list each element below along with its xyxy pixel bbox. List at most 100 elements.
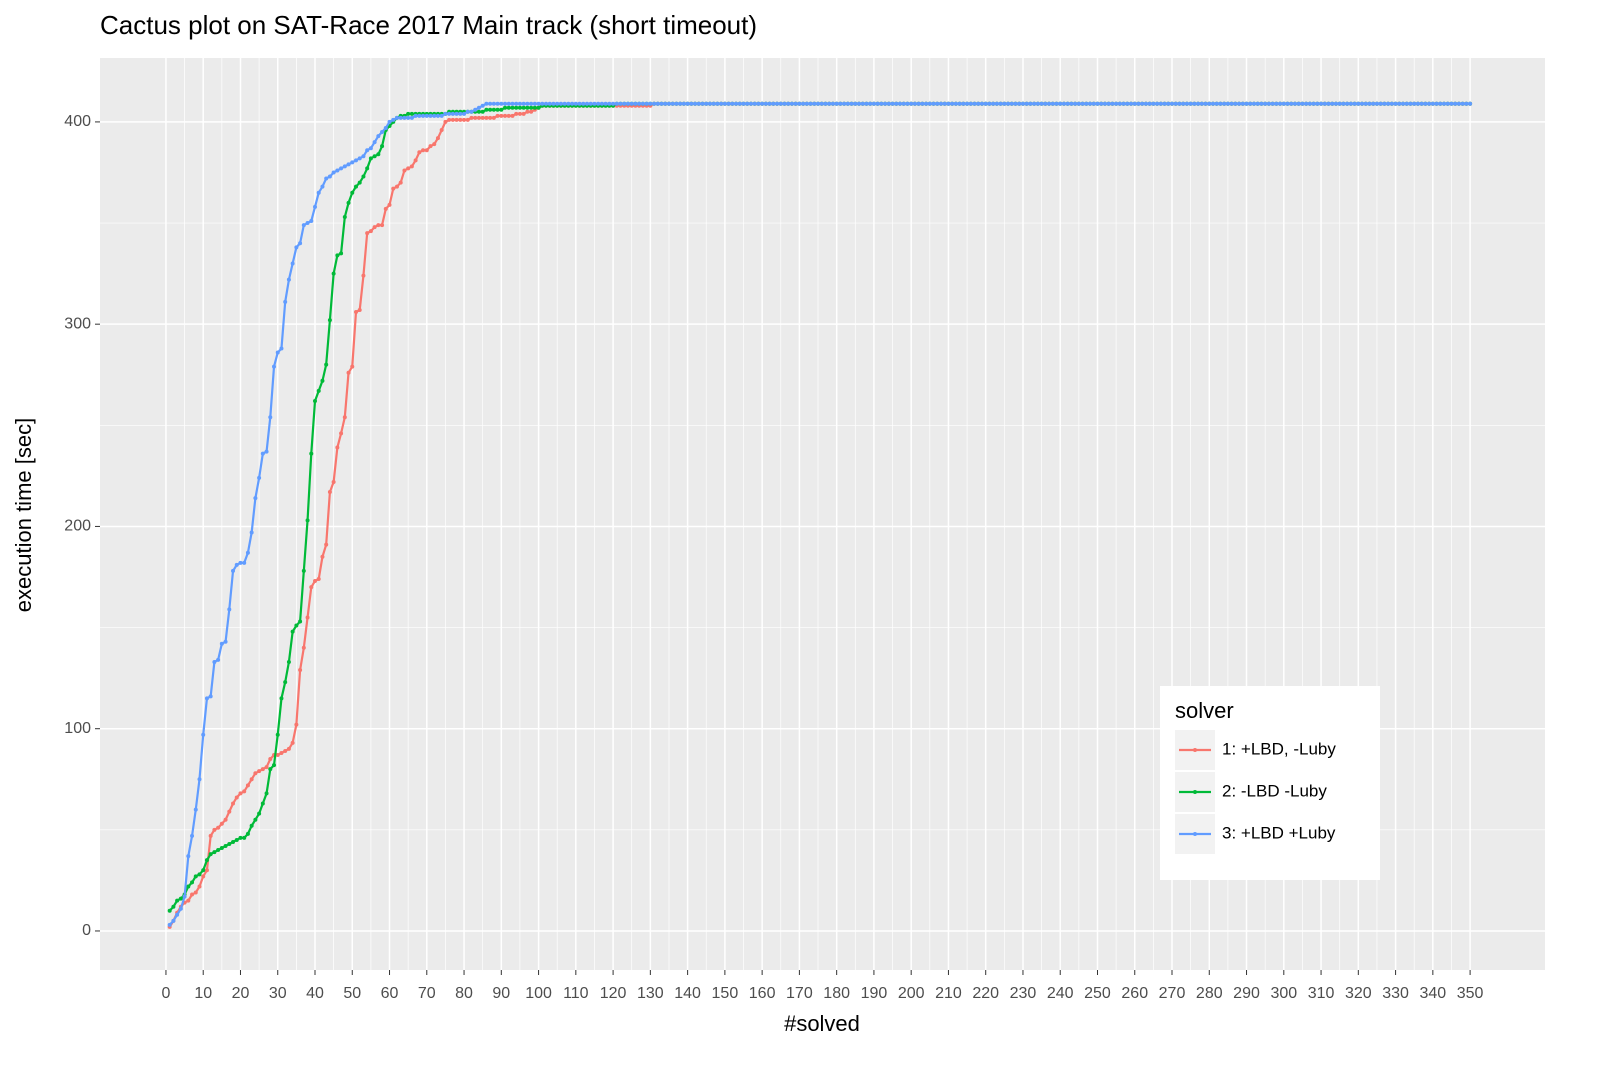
- x-tick-label: 280: [1196, 985, 1223, 1002]
- series-point: [391, 117, 396, 122]
- series-point: [353, 158, 358, 163]
- series-point: [834, 101, 839, 106]
- series-point: [983, 101, 988, 106]
- series-point: [1449, 101, 1454, 106]
- series-point: [1147, 101, 1152, 106]
- series-point: [428, 144, 433, 149]
- series-point: [1117, 101, 1122, 106]
- series-point: [916, 101, 921, 106]
- series-point: [476, 115, 481, 120]
- series-point: [950, 101, 955, 106]
- series-point: [1188, 101, 1193, 106]
- series-point: [1143, 101, 1148, 106]
- series-point: [190, 880, 195, 885]
- series-point: [864, 101, 869, 106]
- series-point: [480, 109, 485, 114]
- series-point: [741, 101, 746, 106]
- series-point: [435, 113, 440, 118]
- series-point: [1348, 101, 1353, 106]
- series-point: [1158, 101, 1163, 106]
- series-point: [357, 180, 362, 185]
- series-point: [346, 162, 351, 167]
- series-point: [316, 388, 321, 393]
- x-tick-label: 90: [492, 985, 510, 1002]
- series-point: [830, 101, 835, 106]
- series-point: [700, 101, 705, 106]
- series-point: [249, 777, 254, 782]
- series-point: [1233, 101, 1238, 106]
- series-point: [1266, 101, 1271, 106]
- series-point: [167, 922, 172, 927]
- series-point: [1222, 101, 1227, 106]
- series-point: [752, 101, 757, 106]
- series-point: [1032, 101, 1037, 106]
- series-point: [290, 740, 295, 745]
- series-point: [186, 854, 191, 859]
- series-point: [421, 148, 426, 153]
- series-point: [361, 273, 366, 278]
- series-point: [525, 105, 530, 110]
- series-point: [435, 136, 440, 141]
- series-point: [536, 101, 541, 106]
- series-point: [737, 101, 742, 106]
- series-point: [547, 101, 552, 106]
- series-point: [462, 117, 467, 122]
- series-point: [234, 837, 239, 842]
- series-point: [368, 156, 373, 161]
- series-point: [1453, 101, 1458, 106]
- series-point: [253, 817, 258, 822]
- legend-key-point: [1193, 832, 1197, 836]
- series-point: [1337, 101, 1342, 106]
- series-point: [242, 560, 247, 565]
- x-tick-label: 130: [637, 985, 664, 1002]
- series-point: [1043, 101, 1048, 106]
- series-point: [618, 101, 623, 106]
- series-point: [264, 791, 269, 796]
- series-point: [678, 101, 683, 106]
- series-point: [625, 101, 630, 106]
- series-point: [562, 101, 567, 106]
- series-point: [260, 451, 265, 456]
- series-point: [1211, 101, 1216, 106]
- series-point: [558, 101, 563, 106]
- series-point: [335, 445, 340, 450]
- series-point: [301, 568, 306, 573]
- legend-label: 2: -LBD -Luby: [1222, 781, 1327, 800]
- series-point: [298, 241, 303, 246]
- series-point: [331, 271, 336, 276]
- series-point: [268, 767, 273, 772]
- x-tick-label: 290: [1233, 985, 1260, 1002]
- series-point: [1009, 101, 1014, 106]
- series-point: [432, 113, 437, 118]
- x-tick-label: 120: [600, 985, 627, 1002]
- series-point: [1352, 101, 1357, 106]
- series-point: [905, 101, 910, 106]
- series-point: [599, 101, 604, 106]
- series-point: [175, 898, 180, 903]
- series-point: [439, 113, 444, 118]
- series-point: [208, 852, 213, 857]
- series-point: [312, 399, 317, 404]
- series-point: [1214, 101, 1219, 106]
- series-point: [249, 530, 254, 535]
- series-point: [309, 451, 314, 456]
- series-point: [730, 101, 735, 106]
- x-tick-label: 310: [1308, 985, 1335, 1002]
- series-point: [201, 868, 206, 873]
- series-point: [1345, 101, 1350, 106]
- series-point: [898, 101, 903, 106]
- series-point: [312, 579, 317, 584]
- series-point: [365, 148, 370, 153]
- series-point: [339, 431, 344, 436]
- series-point: [503, 101, 508, 106]
- series-point: [1218, 101, 1223, 106]
- series-point: [506, 101, 511, 106]
- series-point: [1173, 101, 1178, 106]
- series-point: [793, 101, 798, 106]
- series-point: [450, 111, 455, 116]
- series-point: [469, 115, 474, 120]
- series-point: [499, 107, 504, 112]
- series-point: [1356, 101, 1361, 106]
- series-point: [532, 105, 537, 110]
- x-tick-label: 230: [1010, 985, 1037, 1002]
